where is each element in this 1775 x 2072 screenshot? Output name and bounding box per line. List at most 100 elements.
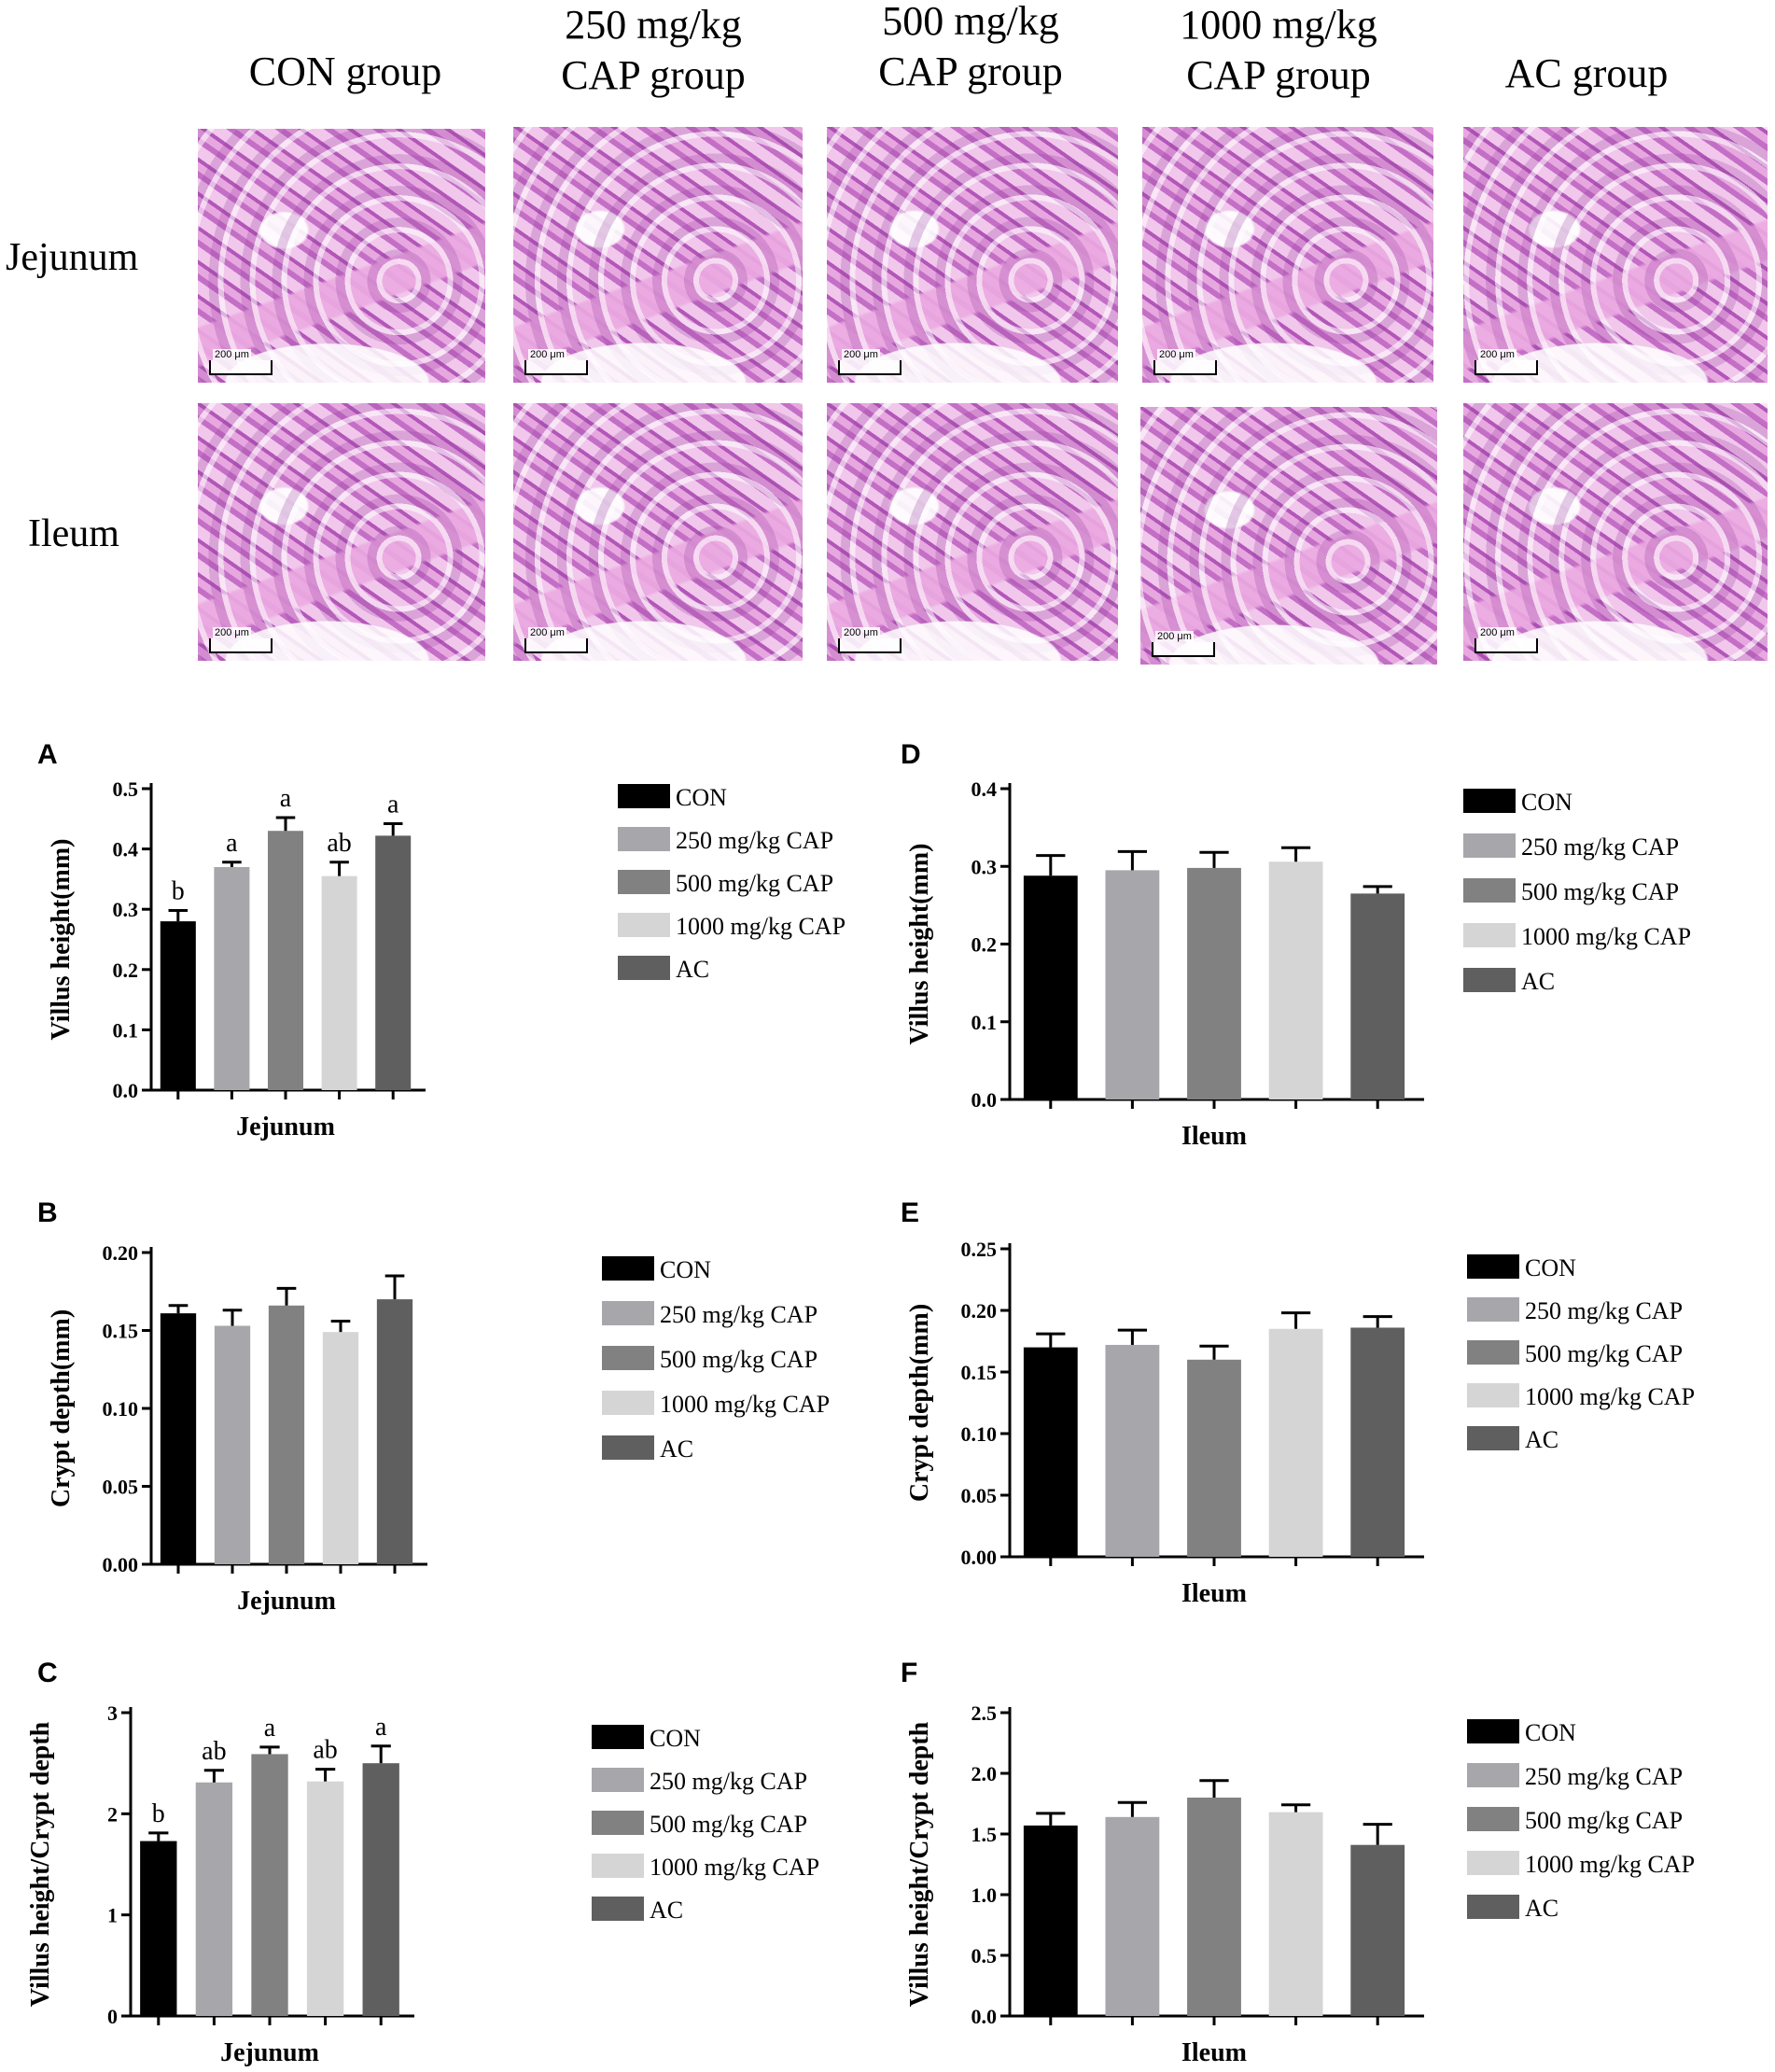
legend-swatch: [1467, 1426, 1519, 1450]
y-tick-label: 0.15: [961, 1361, 998, 1384]
legend-swatch: [618, 870, 670, 894]
legend-label: CON: [660, 1256, 711, 1283]
y-tick-label: 3: [107, 1701, 118, 1725]
significance-letter: a: [226, 829, 238, 858]
column-header-con: CON group: [248, 49, 442, 94]
bar-3: [251, 1754, 288, 2016]
row-label-ileum: Ileum: [28, 512, 119, 555]
y-tick-label: 0.20: [961, 1299, 998, 1323]
legend-swatch: [618, 784, 670, 808]
y-tick-label: 0.3: [971, 855, 998, 878]
micrograph-ileum-ac: 200 μm: [1463, 403, 1768, 661]
bar-4: [1268, 861, 1323, 1099]
legend-swatch: [1467, 1254, 1519, 1279]
legend-swatch: [1463, 968, 1516, 992]
legend-label: 1000 mg/kg CAP: [1525, 1383, 1695, 1410]
y-tick-label: 1.5: [971, 1823, 998, 1846]
legend-swatch: [1467, 1895, 1519, 1919]
y-tick-label: 0.5: [113, 777, 139, 801]
legend-label: AC: [650, 1897, 683, 1924]
legend-label: AC: [1525, 1426, 1558, 1453]
y-axis-title: Crypt depth(mm): [905, 1304, 934, 1502]
column-header-1000: 1000 mg/kg CAP group: [1180, 2, 1377, 98]
y-axis-title: Villus height/Crypt depth: [905, 1721, 934, 2007]
significance-letter: ab: [202, 1737, 226, 1766]
legend-label: 1000 mg/kg CAP: [650, 1854, 819, 1881]
bar-4: [1268, 1328, 1323, 1557]
legend-label: 250 mg/kg CAP: [676, 827, 833, 854]
panel-letter-a: A: [37, 739, 58, 770]
y-tick-label: 0.5: [971, 1944, 998, 1967]
significance-letter: a: [375, 1713, 387, 1742]
column-header-ac: AC group: [1504, 50, 1669, 96]
bar-2: [214, 1325, 251, 1564]
legend-label: 500 mg/kg CAP: [676, 870, 833, 897]
legend-label: AC: [1521, 968, 1555, 995]
legend-label: CON: [650, 1725, 701, 1752]
y-tick-label: 0.2: [971, 933, 998, 957]
y-tick-label: 0.10: [103, 1397, 139, 1421]
micrograph-jejunum-250: 200 μm: [513, 127, 803, 383]
bar-3: [267, 831, 304, 1090]
micrograph-ileum-1000: 200 μm: [1140, 407, 1437, 665]
y-axis-title: Villus height(mm): [47, 839, 76, 1041]
legend-label: AC: [1525, 1895, 1558, 1922]
significance-letter: b: [152, 1799, 165, 1828]
y-tick-label: 2.0: [971, 1762, 998, 1785]
significance-letter: a: [264, 1714, 276, 1743]
micrograph-jejunum-1000: 200 μm: [1142, 127, 1433, 383]
y-tick-label: 0.0: [971, 2005, 998, 2028]
panel-letter-f: F: [901, 1658, 918, 1688]
bar-3: [268, 1305, 305, 1564]
y-tick-label: 0.00: [103, 1553, 139, 1576]
panel-letter-d: D: [901, 739, 921, 770]
y-tick-label: 0.25: [961, 1238, 998, 1261]
column-header-250: 250 mg/kg CAP group: [561, 2, 746, 98]
bar-5: [1350, 1327, 1405, 1557]
x-axis-title: Jejunum: [237, 1587, 336, 1616]
significance-letter: a: [280, 784, 292, 813]
legend-label: 1000 mg/kg CAP: [676, 913, 846, 940]
bar-4: [322, 1332, 359, 1564]
x-axis-title: Ileum: [1181, 2038, 1247, 2067]
y-tick-label: 0.00: [961, 1546, 998, 1569]
legend-swatch: [602, 1301, 654, 1325]
bar-5: [362, 1763, 399, 2016]
bar-1: [160, 921, 196, 1090]
bar-1: [160, 1313, 197, 1564]
legend-label: 250 mg/kg CAP: [660, 1301, 818, 1328]
legend-swatch: [1467, 1851, 1519, 1875]
legend-swatch: [602, 1391, 654, 1415]
y-tick-label: 2: [107, 1802, 118, 1826]
legend-label: CON: [1525, 1719, 1576, 1746]
legend-swatch: [1463, 878, 1516, 903]
y-tick-label: 0: [107, 2005, 118, 2028]
legend-label: 1000 mg/kg CAP: [660, 1391, 830, 1418]
bar-2: [1105, 870, 1160, 1099]
legend-label: 1000 mg/kg CAP: [1521, 923, 1691, 950]
x-axis-title: Ileum: [1181, 1122, 1247, 1151]
legend-swatch: [618, 827, 670, 851]
y-tick-label: 1.0: [971, 1883, 998, 1907]
x-axis-title: Jejunum: [220, 2038, 319, 2067]
row-label-jejunum: Jejunum: [6, 236, 139, 279]
x-axis-title: Jejunum: [236, 1113, 335, 1141]
y-tick-label: 0.1: [971, 1011, 998, 1034]
legend-label: 500 mg/kg CAP: [1525, 1807, 1683, 1834]
legend-swatch: [1463, 833, 1516, 858]
bar-2: [214, 866, 250, 1090]
legend-label: AC: [660, 1435, 693, 1463]
significance-letter: ab: [327, 829, 351, 858]
legend-swatch: [1467, 1719, 1519, 1743]
y-tick-label: 2.5: [971, 1701, 998, 1725]
legend-label: CON: [1521, 789, 1572, 816]
y-axis-title: Villus height/Crypt depth: [26, 1721, 55, 2007]
bar-5: [1350, 893, 1405, 1099]
x-axis-title: Ileum: [1181, 1579, 1247, 1608]
legend-label: CON: [1525, 1254, 1576, 1281]
micrograph-jejunum-500: 200 μm: [827, 127, 1118, 383]
legend-swatch: [592, 1854, 644, 1878]
